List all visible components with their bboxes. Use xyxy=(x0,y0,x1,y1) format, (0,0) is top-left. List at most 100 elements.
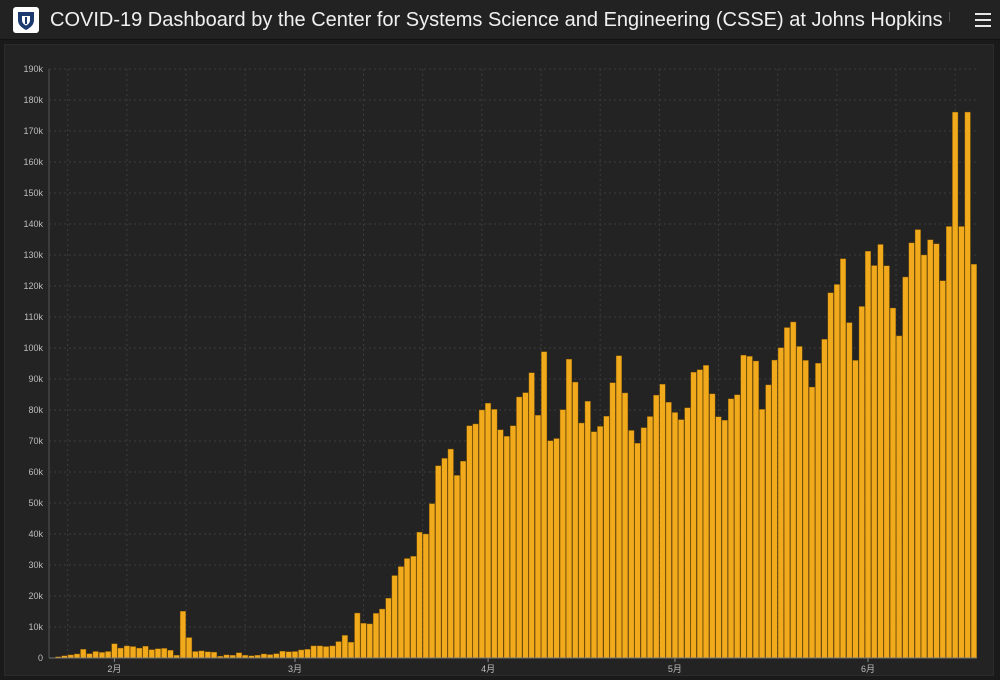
daily-case-bar[interactable] xyxy=(472,423,479,659)
daily-case-bar[interactable] xyxy=(827,292,834,659)
daily-case-bar[interactable] xyxy=(734,394,741,659)
daily-case-bar[interactable] xyxy=(503,436,510,659)
daily-case-bar[interactable] xyxy=(771,359,778,659)
daily-case-bar[interactable] xyxy=(678,419,685,659)
daily-case-bar[interactable] xyxy=(634,442,641,659)
daily-case-bar[interactable] xyxy=(341,635,348,659)
daily-case-bar[interactable] xyxy=(877,244,884,659)
daily-case-bar[interactable] xyxy=(348,641,355,659)
daily-case-bar[interactable] xyxy=(155,648,161,659)
daily-case-bar[interactable] xyxy=(497,429,504,659)
daily-case-bar[interactable] xyxy=(653,394,660,659)
daily-case-bar[interactable] xyxy=(273,653,280,659)
daily-case-bar[interactable] xyxy=(410,556,417,659)
daily-case-bar[interactable] xyxy=(186,637,193,659)
daily-case-bar[interactable] xyxy=(790,321,797,659)
daily-case-bar[interactable] xyxy=(896,335,903,659)
daily-case-bar[interactable] xyxy=(92,651,99,659)
daily-case-bar[interactable] xyxy=(852,360,859,659)
daily-case-bar[interactable] xyxy=(416,531,423,659)
daily-case-bar[interactable] xyxy=(902,276,909,659)
daily-case-bar[interactable] xyxy=(130,646,137,659)
daily-case-bar[interactable] xyxy=(765,384,772,659)
daily-case-bar[interactable] xyxy=(123,645,130,659)
daily-case-bar[interactable] xyxy=(211,651,218,659)
daily-case-bar[interactable] xyxy=(958,226,965,659)
daily-case-bar[interactable] xyxy=(933,243,940,659)
daily-case-bar[interactable] xyxy=(335,641,342,659)
daily-case-bar[interactable] xyxy=(615,355,622,659)
daily-case-bar[interactable] xyxy=(846,322,853,659)
daily-case-bar[interactable] xyxy=(316,645,323,659)
daily-case-bar[interactable] xyxy=(366,623,373,659)
daily-case-bar[interactable] xyxy=(777,347,784,659)
daily-case-bar[interactable] xyxy=(671,412,678,659)
daily-case-bar[interactable] xyxy=(908,242,915,659)
daily-case-bar[interactable] xyxy=(117,647,124,659)
daily-case-bar[interactable] xyxy=(98,652,105,659)
daily-case-bar[interactable] xyxy=(429,503,435,659)
daily-case-bar[interactable] xyxy=(647,416,653,659)
daily-case-bar[interactable] xyxy=(628,430,635,659)
daily-case-bar[interactable] xyxy=(385,597,392,659)
daily-case-bar[interactable] xyxy=(865,251,871,659)
daily-case-bar[interactable] xyxy=(80,649,87,659)
daily-case-bar[interactable] xyxy=(466,425,473,659)
daily-case-bar[interactable] xyxy=(553,438,560,659)
daily-case-bar[interactable] xyxy=(148,649,155,659)
daily-case-bar[interactable] xyxy=(86,653,93,659)
daily-case-bar[interactable] xyxy=(460,460,467,659)
daily-case-bar[interactable] xyxy=(391,575,398,659)
daily-case-bar[interactable] xyxy=(728,398,734,659)
daily-case-bar[interactable] xyxy=(397,566,404,659)
daily-case-bar[interactable] xyxy=(715,416,722,659)
daily-case-bar[interactable] xyxy=(161,648,168,659)
daily-case-bar[interactable] xyxy=(740,354,747,659)
daily-case-bar[interactable] xyxy=(534,415,541,659)
daily-case-bar[interactable] xyxy=(808,386,815,659)
daily-case-bar[interactable] xyxy=(304,649,311,659)
daily-case-bar[interactable] xyxy=(883,265,890,659)
daily-case-bar[interactable] xyxy=(622,392,629,659)
daily-case-bar[interactable] xyxy=(441,458,448,659)
daily-case-bar[interactable] xyxy=(721,420,728,659)
daily-case-bar[interactable] xyxy=(541,351,548,659)
daily-case-bar[interactable] xyxy=(285,651,292,659)
daily-case-bar[interactable] xyxy=(323,646,330,659)
daily-case-bar[interactable] xyxy=(784,327,791,659)
daily-case-bar[interactable] xyxy=(292,651,298,659)
daily-case-bar[interactable] xyxy=(260,653,267,659)
daily-case-bar[interactable] xyxy=(690,371,697,659)
daily-case-bar[interactable] xyxy=(329,645,336,659)
daily-case-bar[interactable] xyxy=(179,610,186,659)
daily-case-bar[interactable] xyxy=(858,306,865,659)
daily-case-bar[interactable] xyxy=(709,393,716,659)
daily-case-bar[interactable] xyxy=(478,409,485,659)
daily-case-bar[interactable] xyxy=(74,653,80,659)
daily-case-bar[interactable] xyxy=(609,382,616,659)
daily-case-bar[interactable] xyxy=(871,265,878,659)
daily-case-bar[interactable] xyxy=(833,284,840,659)
daily-case-bar[interactable] xyxy=(528,372,535,659)
daily-case-bar[interactable] xyxy=(578,422,585,659)
daily-case-bar[interactable] xyxy=(204,651,211,659)
daily-case-bar[interactable] xyxy=(802,360,809,659)
daily-case-bar[interactable] xyxy=(796,346,803,659)
daily-case-bar[interactable] xyxy=(927,239,934,659)
daily-case-bar[interactable] xyxy=(696,369,703,659)
daily-case-bar[interactable] xyxy=(235,652,242,659)
daily-case-bar[interactable] xyxy=(815,362,822,659)
daily-case-bar[interactable] xyxy=(435,465,442,659)
daily-case-bar[interactable] xyxy=(952,111,959,659)
hamburger-menu-icon[interactable] xyxy=(972,9,994,31)
daily-case-bar[interactable] xyxy=(111,643,118,659)
daily-case-bar[interactable] xyxy=(665,402,672,659)
daily-case-bar[interactable] xyxy=(136,647,143,659)
daily-case-bar[interactable] xyxy=(167,650,174,659)
daily-case-bar[interactable] xyxy=(684,407,691,659)
daily-case-bar[interactable] xyxy=(970,264,977,659)
daily-case-bar[interactable] xyxy=(298,649,305,659)
daily-case-bar[interactable] xyxy=(516,396,523,659)
daily-case-bar[interactable] xyxy=(404,558,411,659)
daily-case-bar[interactable] xyxy=(946,226,952,659)
